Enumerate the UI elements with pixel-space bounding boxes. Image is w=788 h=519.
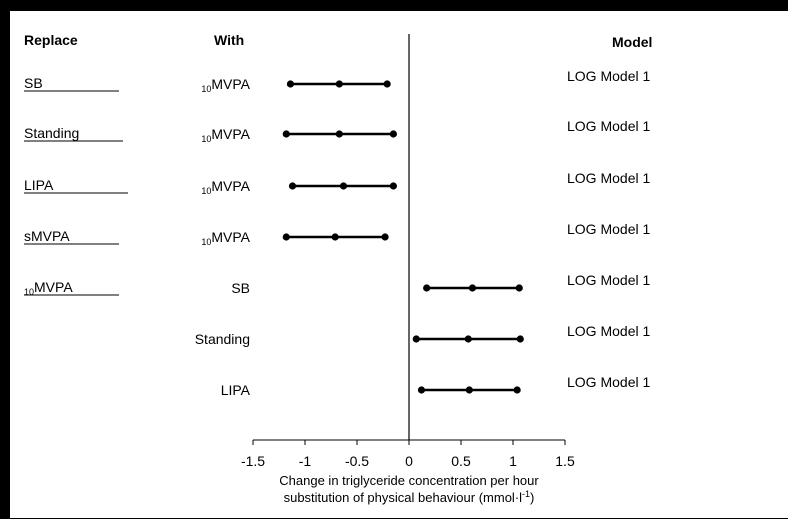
with-label-prefix: 10 (201, 134, 211, 144)
ci-upper-point (515, 284, 523, 292)
estimate-point (464, 335, 472, 343)
ci-lower-point (412, 335, 420, 343)
x-tick-label: -0.5 (345, 453, 369, 469)
x-tick-label: 0 (405, 453, 413, 469)
forest-row: LIPA 10MVPA LOG Model 1 (24, 170, 650, 196)
replace-label: Standing (24, 125, 79, 141)
model-label: LOG Model 1 (567, 374, 650, 390)
replace-label: sMVPA (24, 228, 70, 244)
x-tick-label: 1 (509, 453, 517, 469)
estimate-point (468, 284, 477, 292)
x-axis-label-line2: substitution of physical behaviour (mmol… (284, 489, 535, 505)
ci-lower-point (417, 386, 426, 394)
ci-upper-point (389, 182, 397, 190)
x-axis-label-unit-sup: -1 (522, 489, 530, 499)
ci-lower-point (282, 233, 290, 241)
forest-row: SB 10MVPA LOG Model 1 (24, 68, 650, 94)
with-label: 10MVPA (201, 229, 250, 247)
estimate-point (335, 130, 343, 138)
ci-upper-point (389, 130, 397, 138)
forest-row: Standing LOG Model 1 (195, 323, 651, 347)
x-tick-label: -1 (299, 453, 312, 469)
ci-lower-point (286, 80, 295, 88)
x-axis-label-line1: Change in triglyceride concentration per… (279, 473, 539, 488)
estimate-point (339, 182, 348, 190)
with-label-prefix: 10 (201, 186, 211, 196)
with-label: LIPA (221, 382, 251, 398)
model-label: LOG Model 1 (567, 118, 650, 134)
estimate-point (331, 233, 339, 241)
x-axis-label-close: ) (530, 490, 534, 505)
with-label-main: MVPA (211, 76, 250, 92)
with-label: 10MVPA (201, 76, 250, 94)
with-label: SB (231, 280, 250, 296)
ci-upper-point (516, 335, 524, 343)
forest-row: Standing 10MVPA LOG Model 1 (24, 118, 650, 144)
x-tick-label: 0.5 (451, 453, 471, 469)
estimate-point (335, 80, 343, 88)
model-label: LOG Model 1 (567, 221, 650, 237)
estimate-point (465, 386, 473, 394)
ci-upper-point (383, 80, 391, 88)
with-label-main: MVPA (211, 126, 250, 142)
ci-lower-point (282, 130, 290, 138)
with-label-prefix: 10 (201, 237, 211, 247)
forest-row: LIPA LOG Model 1 (221, 374, 651, 398)
replace-label: LIPA (24, 177, 54, 193)
replace-label: SB (24, 75, 43, 91)
with-label: 10MVPA (201, 178, 250, 196)
with-label-main: MVPA (211, 178, 250, 194)
model-label: LOG Model 1 (567, 323, 650, 339)
replace-label: 10MVPA (24, 279, 73, 297)
model-label: LOG Model 1 (567, 68, 650, 84)
ci-lower-point (288, 182, 297, 190)
with-label-main: MVPA (211, 229, 250, 245)
header-replace: Replace (24, 32, 78, 48)
ci-lower-point (423, 284, 431, 292)
ci-upper-point (381, 233, 389, 241)
with-label-prefix: 10 (201, 84, 211, 94)
forest-row: 10MVPA SB LOG Model 1 (24, 272, 650, 297)
x-axis-label-line2-main: substitution of physical behaviour (mmol… (284, 490, 523, 505)
header-model: Model (612, 34, 652, 50)
ci-upper-point (513, 386, 521, 394)
replace-label-main: MVPA (34, 279, 73, 295)
header-with: With (214, 32, 244, 48)
with-label: 10MVPA (201, 126, 250, 144)
x-ticks: -1.5 -1 -0.5 0 0.5 1 1.5 (241, 440, 575, 469)
forest-row: sMVPA 10MVPA LOG Model 1 (24, 221, 650, 247)
with-label: Standing (195, 331, 250, 347)
x-tick-label: -1.5 (241, 453, 265, 469)
model-label: LOG Model 1 (567, 170, 650, 186)
x-tick-label: 1.5 (555, 453, 575, 469)
replace-label-prefix: 10 (24, 287, 34, 297)
model-label: LOG Model 1 (567, 272, 650, 288)
